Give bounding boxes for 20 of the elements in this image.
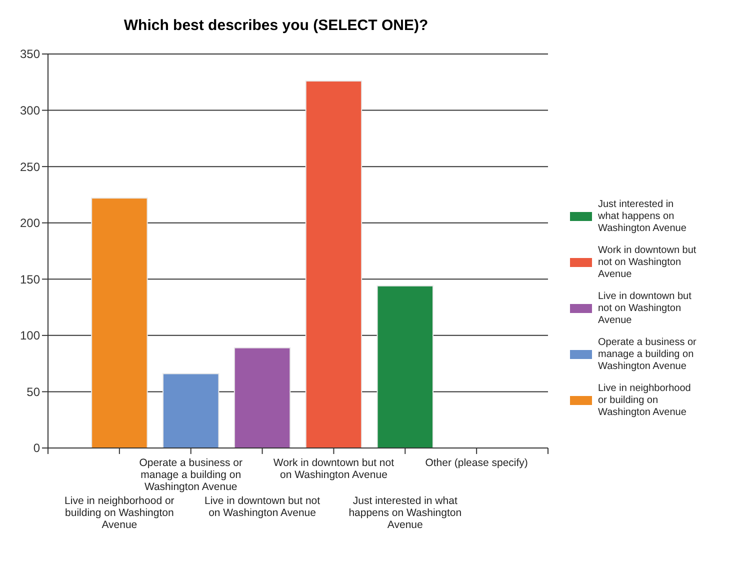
y-tick-label: 0 <box>33 441 40 456</box>
y-tick-label: 200 <box>20 216 40 230</box>
chart-title: Which best describes you (SELECT ONE)? <box>124 17 428 34</box>
y-tick-label: 150 <box>20 272 40 286</box>
y-tick-label: 300 <box>20 103 40 118</box>
legend-label: Operate a business or manage a building on Washington Avenue <box>598 337 698 372</box>
legend-label: Just interested in what happens on Washington Avenue <box>597 199 687 234</box>
y-tick-label: 50 <box>26 384 40 399</box>
legend-label: Live in downtown but not on Washington Avenue <box>598 291 692 326</box>
x-tick-label: Operate a business or manage a building on Washington Avenue <box>139 457 244 493</box>
x-tick-label: Other (please specify) <box>425 457 528 469</box>
legend-label: Live in neighborhood or building on Washington Avenue <box>598 383 691 418</box>
y-tick-label: 100 <box>20 328 40 343</box>
y-tick-label: 350 <box>20 47 40 62</box>
x-tick-label: Live in downtown but not on Washington Avenue <box>204 495 320 519</box>
x-tick-label: Live in neighborhood or building on Washington Avenue <box>64 495 175 531</box>
x-tick-label: Just interested in what happens on Washington Avenue <box>348 495 462 531</box>
y-tick-label: 250 <box>20 160 40 174</box>
x-tick-label: Work in downtown but not on Washington Avenue <box>273 457 394 481</box>
legend-label: Work in downtown but not on Washington Avenue <box>598 245 696 280</box>
